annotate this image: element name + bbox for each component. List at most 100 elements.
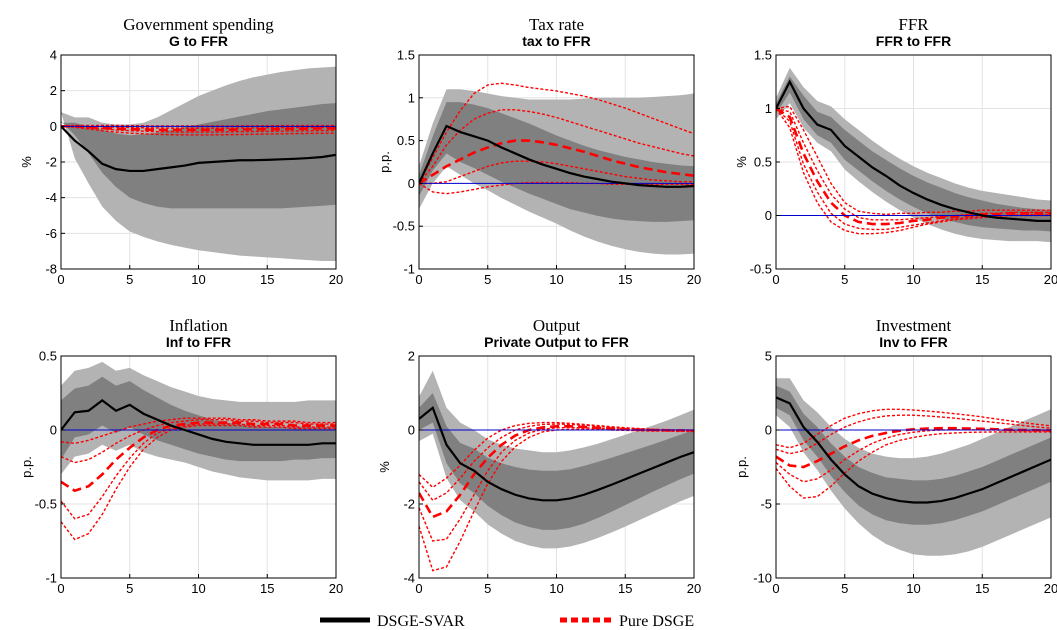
y-tick-label: -4 xyxy=(45,190,57,205)
x-tick-label: 0 xyxy=(415,581,422,596)
x-tick-label: 15 xyxy=(618,581,632,596)
pure-dsge-band-line xyxy=(419,82,694,184)
x-tick-label: 20 xyxy=(1044,581,1057,596)
x-tick-label: 10 xyxy=(191,581,205,596)
y-tick-label: 0 xyxy=(408,176,415,191)
svar-inner-band xyxy=(61,376,336,462)
x-tick-label: 5 xyxy=(126,581,133,596)
y-tick-label: 1 xyxy=(765,101,772,116)
x-tick-label: 5 xyxy=(484,581,491,596)
legend: DSGE-SVAR Pure DSGE xyxy=(320,613,694,630)
pure-dsge-mean-line xyxy=(61,125,336,132)
svar-inner-band xyxy=(776,76,1051,232)
plot-area xyxy=(61,66,336,261)
x-tick-label: 0 xyxy=(57,581,64,596)
y-tick-label: 0 xyxy=(50,119,57,134)
y-tick-label: -2 xyxy=(403,497,415,512)
y-tick-label: -2 xyxy=(45,155,57,170)
x-tick-label: 15 xyxy=(975,272,989,287)
x-tick-label: 20 xyxy=(687,272,701,287)
x-tick-label: 0 xyxy=(57,272,64,287)
dsge-svar-mean-line xyxy=(776,396,1051,504)
y-tick-label: 1.5 xyxy=(754,48,772,63)
pure-dsge-band-line xyxy=(61,125,336,136)
y-tick-label: -6 xyxy=(45,226,57,241)
pure-dsge-band-line xyxy=(419,181,694,195)
plot-area xyxy=(61,361,336,541)
x-tick-label: 5 xyxy=(841,272,848,287)
dsge-svar-mean-line xyxy=(419,124,694,188)
pure-dsge-band-line xyxy=(776,105,1051,216)
panel-title: Investment xyxy=(876,316,952,335)
y-axis-label: % xyxy=(377,461,392,473)
y-tick-label: 1 xyxy=(408,90,415,105)
panel-subtitle: tax to FFR xyxy=(522,33,590,49)
y-axis-label: % xyxy=(19,156,34,168)
x-tick-label: 0 xyxy=(415,272,422,287)
pure-dsge-band-line xyxy=(776,431,1051,499)
plot-area xyxy=(776,67,1051,243)
panel-subtitle: FFR to FFR xyxy=(876,33,951,49)
y-axis-label: p.p. xyxy=(19,456,34,478)
svar-inner-band xyxy=(419,393,694,530)
y-tick-label: -0.5 xyxy=(750,262,772,277)
x-tick-label: 10 xyxy=(549,272,563,287)
pure-dsge-mean-line xyxy=(776,107,1051,226)
x-tick-label: 0 xyxy=(772,581,779,596)
y-tick-label: 0 xyxy=(408,423,415,438)
x-tick-label: 20 xyxy=(687,581,701,596)
pure-dsge-mean-line xyxy=(61,421,336,493)
y-tick-label: 0.5 xyxy=(397,133,415,148)
x-tick-label: 10 xyxy=(549,581,563,596)
y-tick-label: -10 xyxy=(753,571,772,586)
y-tick-label: -5 xyxy=(760,497,772,512)
pure-dsge-mean-line xyxy=(419,139,694,185)
y-axis-label: p.p. xyxy=(377,151,392,173)
x-tick-label: 15 xyxy=(618,272,632,287)
y-axis-label: p.p. xyxy=(734,456,749,478)
svar-inner-band xyxy=(61,103,336,209)
x-tick-label: 15 xyxy=(260,272,274,287)
dsge-svar-mean-line xyxy=(419,405,694,502)
y-tick-label: 1.5 xyxy=(397,48,415,63)
panel-subtitle: G to FFR xyxy=(169,33,228,49)
y-tick-label: 4 xyxy=(50,48,57,63)
y-tick-label: 0 xyxy=(50,423,57,438)
y-tick-label: 0.5 xyxy=(39,349,57,364)
x-tick-label: 5 xyxy=(841,581,848,596)
panel-title: Inflation xyxy=(169,316,228,335)
svar-inner-band xyxy=(419,102,694,222)
y-tick-label: -1 xyxy=(403,262,415,277)
y-tick-label: 0 xyxy=(765,423,772,438)
pure-dsge-band-line xyxy=(776,107,1051,231)
x-tick-label: 20 xyxy=(329,581,343,596)
plot-area xyxy=(419,370,694,572)
panel-subtitle: Private Output to FFR xyxy=(484,334,629,350)
y-tick-label: -4 xyxy=(403,571,415,586)
y-tick-label: -0.5 xyxy=(35,497,57,512)
panel-title: Government spending xyxy=(123,15,274,34)
y-tick-label: -8 xyxy=(45,262,57,277)
pure-dsge-band-line xyxy=(61,424,336,541)
pure-dsge-band-line xyxy=(61,423,336,520)
x-tick-label: 15 xyxy=(260,581,274,596)
panel-title: Tax rate xyxy=(529,15,584,34)
y-tick-label: -0.5 xyxy=(393,219,415,234)
pure-dsge-band-line xyxy=(61,418,336,464)
svar-outer-band xyxy=(776,67,1051,243)
y-axis-label: % xyxy=(734,156,749,168)
y-tick-label: 0 xyxy=(765,208,772,223)
legend-dsge-label: Pure DSGE xyxy=(619,613,694,630)
y-tick-label: 2 xyxy=(50,83,57,98)
y-tick-label: 2 xyxy=(408,349,415,364)
y-tick-label: 5 xyxy=(765,349,772,364)
x-tick-label: 20 xyxy=(1044,272,1057,287)
legend-svar-label: DSGE-SVAR xyxy=(377,613,465,630)
